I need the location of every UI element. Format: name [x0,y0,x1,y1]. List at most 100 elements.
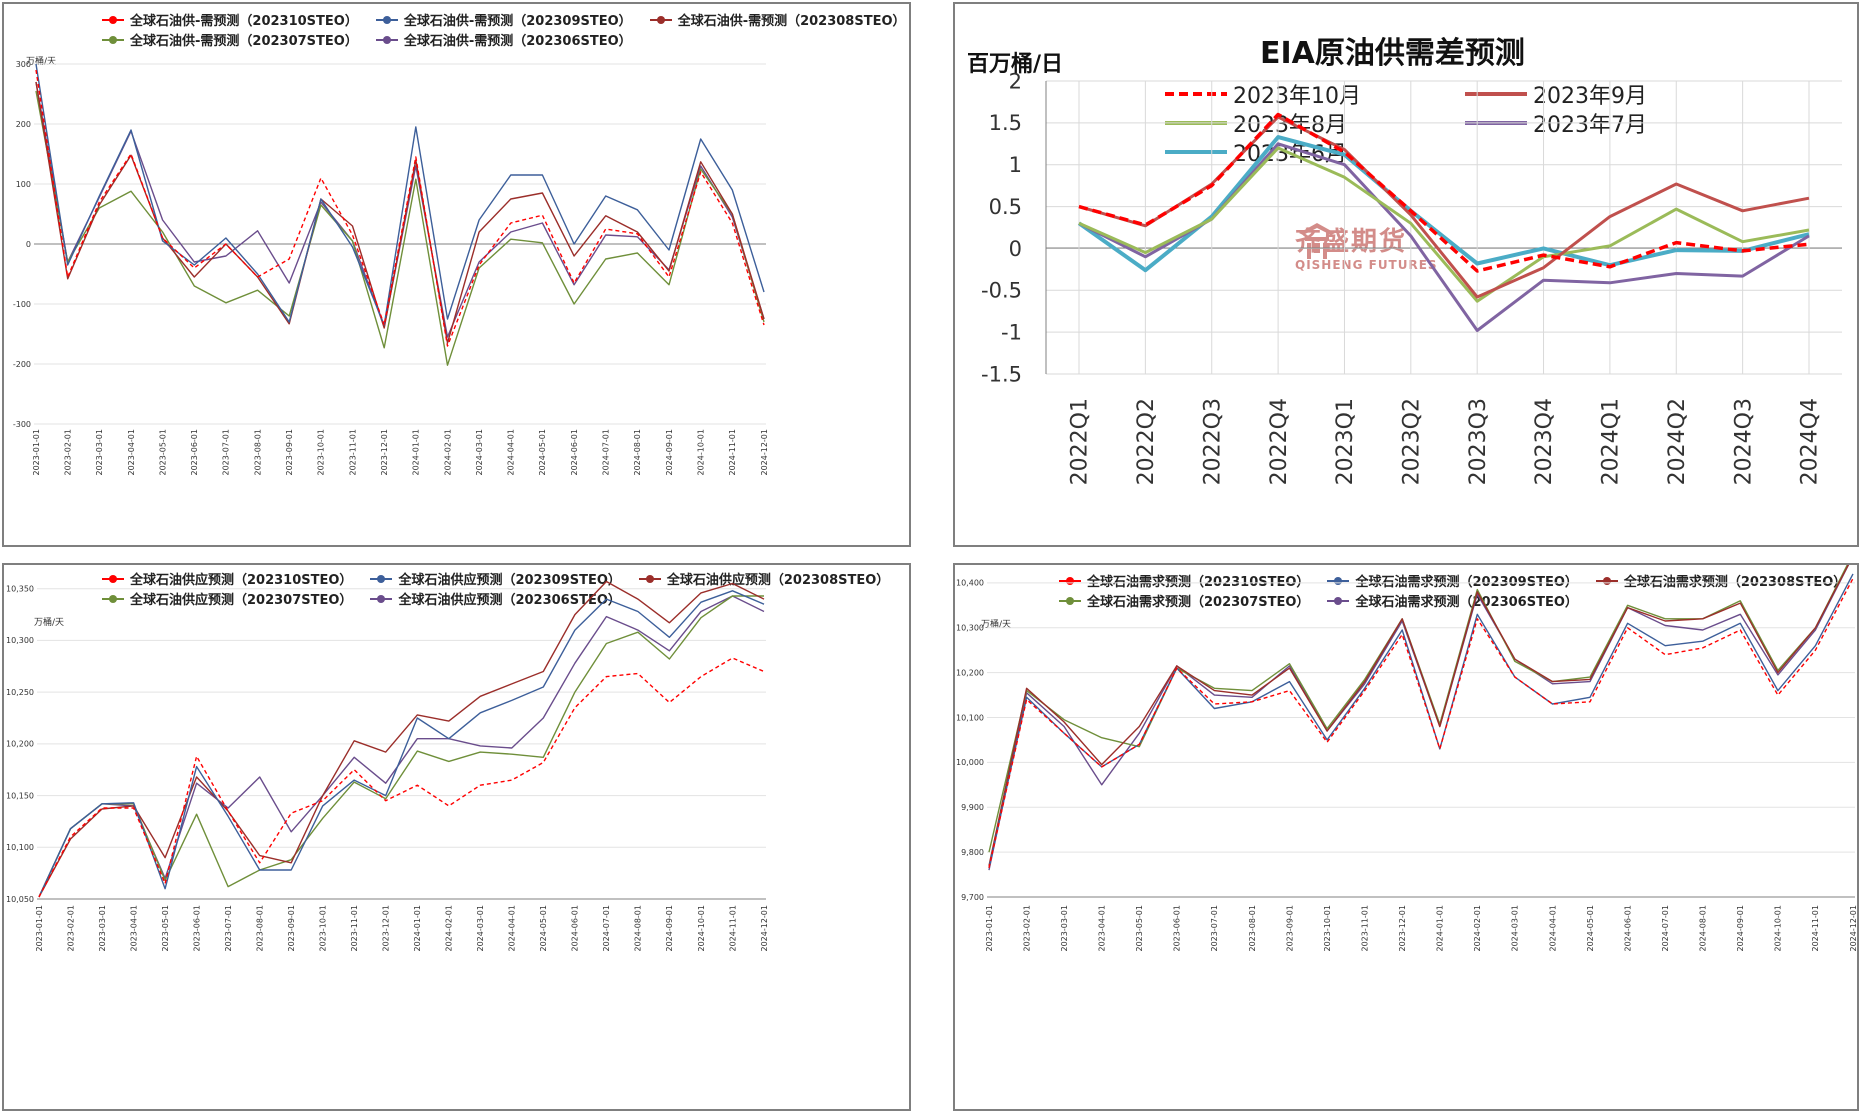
x-tick-label: 2024-05-01 [538,429,547,476]
x-tick-label: 2023-07-01 [1210,905,1219,952]
y-tick-label: 9,700 [961,893,984,902]
series-line [988,578,1854,868]
x-tick-label: 2023-03-01 [95,429,104,476]
x-tick-label: 2024-10-01 [697,905,706,952]
y-tick-label: 1 [1009,153,1022,177]
y-tick-label: 10,250 [6,688,34,697]
legend-label: 全球石油供应预测（202307STEO） [130,593,353,608]
unit-label: 万桶/天 [34,618,65,628]
x-tick-label: 2024-12-01 [760,429,769,476]
x-tick-label: 2024-07-01 [602,429,611,476]
x-tick-label: 2024Q4 [1798,398,1823,485]
x-tick-label: 2024-09-01 [1736,905,1745,952]
x-tick-label: 2023-07-01 [224,905,233,952]
supply-forecast-chart-panel: 全球石油供应预测（202310STEO） 全球石油供应预测（202309STEO… [2,563,911,1111]
x-tick-label: 2023-12-01 [1398,905,1407,952]
x-tick-label: 2023-08-01 [253,429,262,476]
x-tick-label: 2023-06-01 [1173,905,1182,952]
legend-item: 全球石油供应预测（202309STEO） [370,569,621,588]
x-tick-label: 2023-05-01 [158,429,167,476]
legend-label: 2023年10月 [1233,83,1361,109]
y-tick-label: 1.5 [989,111,1022,135]
legend-item: 2023年10月 [1165,79,1465,109]
x-tick-label: 2024-06-01 [571,905,580,952]
legend-row-1: 全球石油供应预测（202310STEO） 全球石油供应预测（202309STEO… [102,569,889,588]
legend-label: 全球石油供应预测（202310STEO） [130,573,353,588]
y-tick-label: 10,150 [6,791,34,800]
y-tick-label: 300 [16,60,31,69]
x-tick-label: 2023-03-01 [1060,905,1069,952]
legend-label: 全球石油需求预测（202306STEO） [1355,595,1578,610]
x-tick-label: 2023-07-01 [222,429,231,476]
legend-label: 全球石油供-需预测（202307STEO） [130,34,358,49]
y-tick-label: 10,200 [6,740,34,749]
y-tick-label: 10,300 [6,636,34,645]
legend-label: 全球石油供-需预测（202308STEO） [677,14,906,29]
x-tick-label: 2024-10-01 [1774,905,1783,952]
x-tick-label: 2024-02-01 [443,429,452,476]
x-tick-label: 2024-04-01 [508,905,517,952]
x-tick-label: 2024-09-01 [665,429,674,476]
x-tick-label: 2024-04-01 [1548,905,1557,952]
y-tick-label: -0.5 [981,279,1022,303]
legend-label: 全球石油供应预测（202308STEO） [666,573,890,588]
x-tick-label: 2024-08-01 [634,905,643,952]
x-tick-label: 2024-02-01 [1473,905,1482,952]
x-tick-label: 2022Q1 [1068,398,1093,485]
legend-label: 2023年7月 [1533,112,1647,138]
y-tick-label: -1.5 [981,362,1022,386]
legend-item: 全球石油供应预测（202307STEO） [102,589,352,608]
y-tick-label: 2 [1009,69,1022,93]
x-tick-label: 2022Q4 [1267,398,1292,485]
x-tick-label: 2024-06-01 [1623,905,1632,952]
y-tick-label: 0 [26,240,31,249]
x-tick-label: 2024-06-01 [570,429,579,476]
x-tick-label: 2023-11-01 [1360,905,1369,952]
chart-plot: 10,50010,40010,30010,20010,10010,0009,90… [956,565,1857,952]
x-tick-label: 2024-07-01 [1661,905,1670,952]
x-tick-label: 2023-04-01 [1097,905,1106,952]
x-tick-label: 2023-06-01 [192,905,201,952]
x-tick-label: 2024-08-01 [633,429,642,476]
x-tick-label: 2023-11-01 [348,429,357,476]
x-tick-label: 2024-12-01 [760,905,769,952]
legend-row-2: 全球石油需求预测（202307STEO） 全球石油需求预测（202306STEO… [1059,591,1578,610]
x-tick-label: 2023-04-01 [127,429,136,476]
series-line [35,63,765,326]
x-tick-label: 2023Q4 [1532,398,1557,485]
x-tick-label: 2023-12-01 [382,905,391,952]
legend-label: 2023年9月 [1533,83,1647,109]
x-tick-label: 2022Q3 [1200,398,1225,485]
x-tick-label: 2023-08-01 [1248,905,1257,952]
series-line [1078,146,1810,303]
legend-item: 全球石油供-需预测（202310STEO） [102,10,358,29]
y-tick-label: 200 [16,120,31,129]
chart-plot: 2 1.5 1 0.5 0 -0.5 -1 -1.5 2022Q1 2022Q2 2022Q3 202… [981,69,1842,485]
legend-row-1: 全球石油供-需预测（202310STEO） 全球石油供-需预测（202309ST… [102,10,906,29]
legend-item: 全球石油需求预测（202307STEO） [1059,591,1309,610]
legend-label: 全球石油供应预测（202309STEO） [398,573,621,588]
x-tick-label: 2024-07-01 [602,905,611,952]
legend-label: 全球石油供-需预测（202309STEO） [403,14,632,29]
series-line [38,580,765,898]
x-tick-label: 2024-11-01 [728,905,737,952]
legend-item: 全球石油供应预测（202306STEO） [370,589,621,608]
x-tick-label: 2024Q3 [1731,398,1756,485]
x-tick-label: 2023-09-01 [287,905,296,952]
x-tick-label: 2023-01-01 [985,905,994,952]
x-tick-label: 2022Q2 [1134,398,1159,485]
legend-item: 全球石油供应预测（202310STEO） [102,569,352,588]
series-line [35,69,765,347]
y-axis-unit: 百万桶/日 [967,52,1064,77]
legend-item: 全球石油供-需预测（202309STEO） [375,10,632,29]
y-tick-label: -300 [13,420,31,429]
x-tick-label: 2024-03-01 [476,905,485,952]
x-tick-label: 2024-11-01 [728,429,737,476]
chart-title: EIA原油供需差预测 [1260,36,1525,71]
x-tick-label: 2024-05-01 [1586,905,1595,952]
legend-label: 全球石油供-需预测（202306STEO） [403,34,632,49]
x-tick-label: 2023-09-01 [1285,905,1294,952]
y-tick-label: 0.5 [989,195,1022,219]
x-tick-label: 2023-09-01 [285,429,294,476]
